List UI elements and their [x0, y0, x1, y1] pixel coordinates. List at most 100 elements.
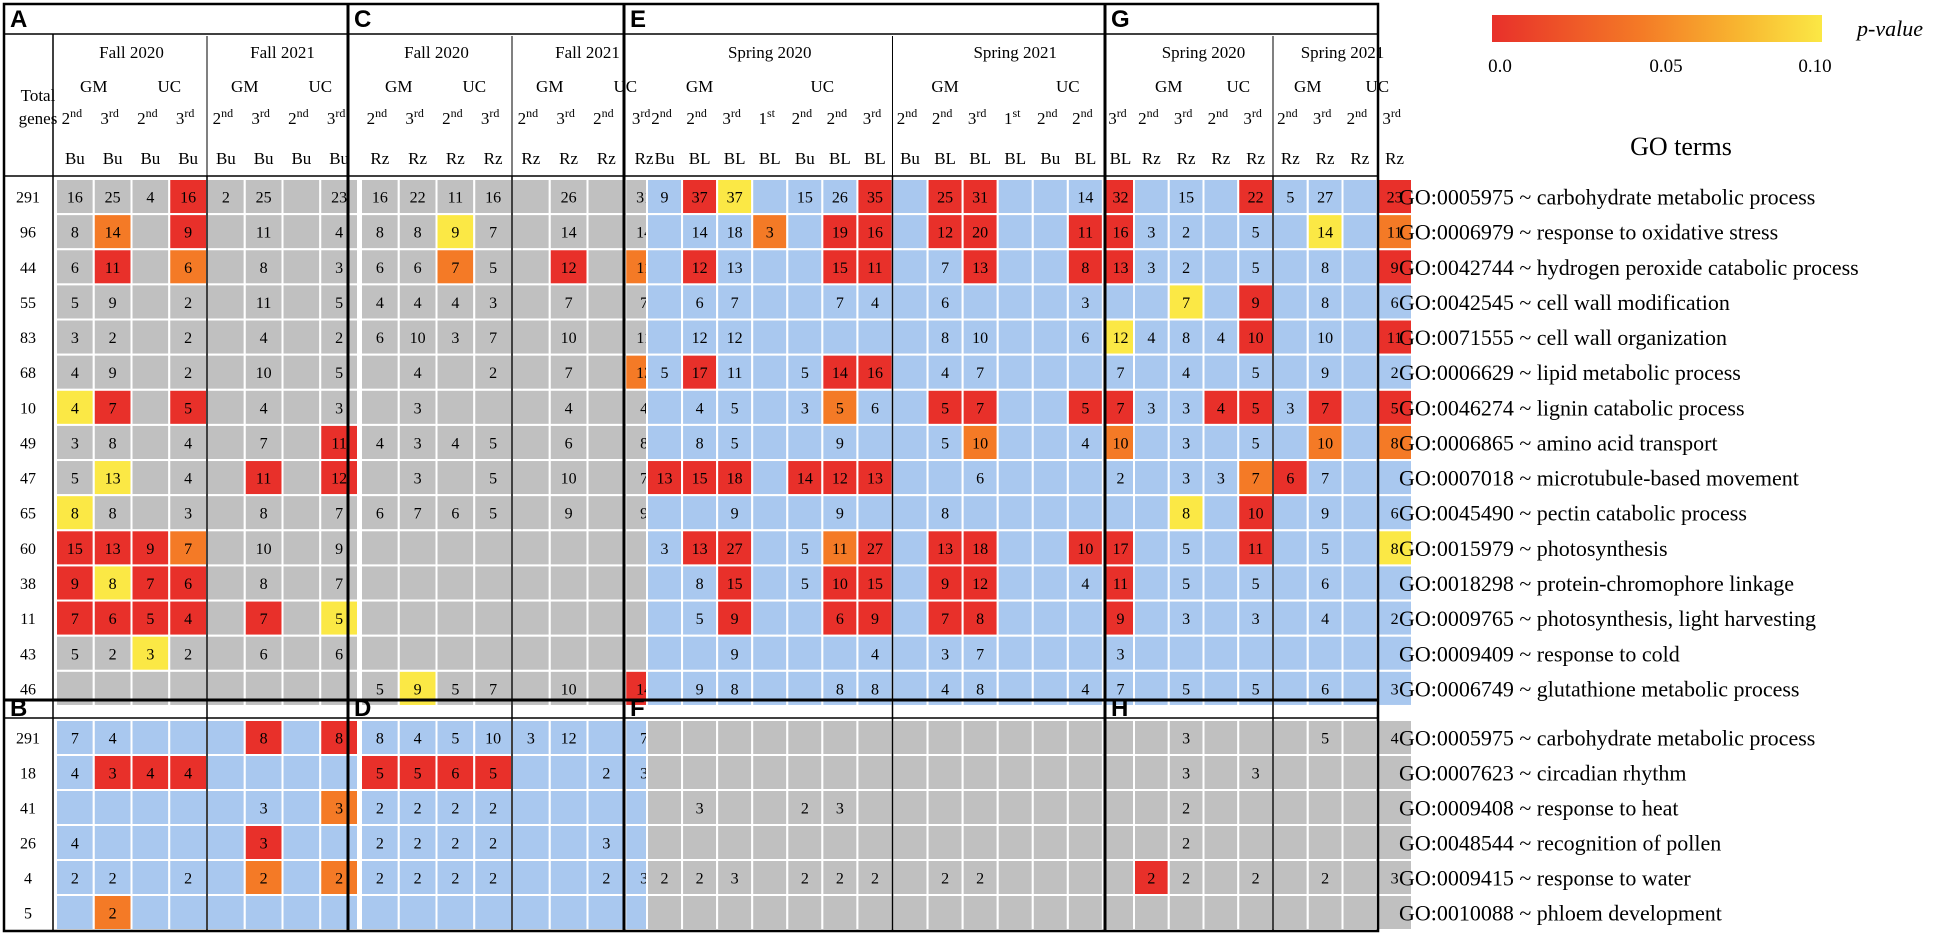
cell-C-8-2	[435, 459, 476, 497]
cell-A-10-2	[130, 529, 171, 567]
cell-E-8-10	[996, 459, 1034, 497]
cell-G-11-0	[1133, 564, 1170, 602]
header-stage-E-6: 3rd	[863, 106, 882, 128]
cell-E-2-7	[891, 248, 929, 286]
cell-E-6-4	[786, 388, 824, 426]
cell-value-C-14-5: 10	[561, 681, 577, 698]
cell-value-G-3-7: 6	[1391, 295, 1399, 312]
cell-value-F-4-9: 2	[976, 871, 984, 888]
total-genes-top-7: 49	[20, 435, 36, 452]
cell-H-1-4	[1272, 754, 1309, 791]
cell-G-10-1	[1167, 529, 1205, 567]
cell-H-0-0	[1133, 719, 1170, 756]
header-stage-E-13: 3rd	[1108, 106, 1127, 128]
cell-value-D-1-3: 5	[489, 766, 497, 783]
cell-value-G-8-2: 3	[1217, 471, 1225, 488]
header-site-E-2: GM	[931, 77, 958, 96]
cell-A-4-0	[55, 318, 95, 356]
header-stage-E-11: 2nd	[1037, 106, 1058, 128]
cell-value-G-6-0: 3	[1147, 400, 1155, 417]
cell-value-D-1-0: 5	[376, 766, 384, 783]
cell-G-8-7	[1376, 459, 1413, 497]
cell-value-E-13-6: 4	[871, 646, 879, 663]
cell-E-1-4	[786, 213, 824, 251]
cell-value-E-4-1: 12	[692, 330, 708, 347]
cell-G-11-5	[1306, 564, 1344, 602]
cell-E-5-13	[1101, 353, 1139, 391]
cell-value-E-7-8: 5	[941, 435, 949, 452]
cell-G-11-6	[1341, 564, 1379, 602]
cell-G-8-6	[1341, 459, 1379, 497]
cell-F-2-9	[961, 789, 999, 826]
color-scale-bar	[1492, 15, 1822, 42]
cell-value-E-4-2: 12	[727, 330, 743, 347]
cell-F-4-4	[786, 859, 824, 896]
cell-B-0-7	[319, 719, 359, 756]
cell-F-5-11	[1031, 894, 1069, 931]
cell-A-4-6	[281, 318, 322, 356]
cell-E-4-10	[996, 318, 1034, 356]
total-genes-top-0: 291	[16, 190, 40, 207]
cell-C-12-2	[435, 599, 476, 637]
cell-value-B-1-0: 4	[71, 766, 79, 783]
cell-value-A-10-1: 13	[105, 541, 121, 558]
cell-F-1-8	[926, 754, 964, 791]
cell-value-A-8-1: 13	[105, 471, 121, 488]
total-genes-top-11: 38	[20, 576, 36, 593]
cell-E-6-5	[821, 388, 859, 426]
cell-A-9-3	[168, 494, 208, 532]
cell-D-1-5	[548, 754, 589, 791]
cell-E-8-3	[751, 459, 789, 497]
cell-A-3-1	[92, 283, 133, 321]
cell-value-E-7-5: 9	[836, 435, 844, 452]
cell-value-G-10-1: 5	[1182, 541, 1190, 558]
cell-C-3-4	[511, 283, 551, 321]
cell-value-E-0-5: 26	[832, 190, 848, 207]
cell-B-3-3	[168, 824, 208, 861]
header-tissue-C-2: Rz	[446, 149, 465, 168]
cell-value-E-6-1: 4	[696, 400, 704, 417]
cell-E-10-9	[961, 529, 999, 567]
cell-E-0-12	[1066, 178, 1104, 216]
cell-value-H-0-7: 4	[1391, 731, 1399, 748]
cell-H-5-4	[1272, 894, 1309, 931]
header-tissue-E-9: BL	[969, 149, 991, 168]
cell-D-2-1	[397, 789, 438, 826]
header-site-A-0: GM	[80, 77, 107, 96]
cell-value-E-5-5: 14	[832, 365, 848, 382]
total-genes-bottom-2: 41	[20, 801, 36, 818]
cell-value-A-9-0: 8	[71, 506, 79, 523]
cell-value-G-8-3: 7	[1252, 471, 1260, 488]
header-season-A-0: Fall 2020	[99, 43, 164, 62]
cell-value-E-7-9: 10	[972, 435, 988, 452]
cell-G-3-6	[1341, 283, 1379, 321]
cell-value-G-12-1: 3	[1182, 611, 1190, 628]
cell-E-7-0	[646, 423, 684, 462]
cell-C-10-5	[548, 529, 589, 567]
cell-B-5-4	[206, 894, 246, 931]
total-genes-top-3: 55	[20, 295, 36, 312]
cell-value-A-0-1: 25	[105, 190, 121, 207]
cell-A-9-0	[55, 494, 95, 532]
cell-H-1-2	[1202, 754, 1240, 791]
cell-value-A-2-5: 8	[260, 260, 268, 277]
cell-value-E-3-8: 6	[941, 295, 949, 312]
cell-value-A-3-7: 5	[335, 295, 343, 312]
header-site-G-2: GM	[1294, 77, 1321, 96]
cell-F-3-10	[996, 824, 1034, 861]
cell-F-1-1	[681, 754, 719, 791]
cell-E-7-8	[926, 423, 964, 462]
cell-F-3-0	[646, 824, 684, 861]
cell-C-10-4	[511, 529, 551, 567]
cell-E-13-12	[1066, 634, 1104, 672]
cell-G-7-0	[1133, 423, 1170, 462]
cell-E-11-2	[716, 564, 754, 602]
cell-value-A-4-3: 2	[184, 330, 192, 347]
cell-value-C-9-7: 9	[640, 506, 648, 523]
cell-A-5-6	[281, 353, 322, 391]
header-tissue-C-1: Rz	[408, 149, 427, 168]
cell-F-4-0	[646, 859, 684, 896]
cell-E-4-13	[1101, 318, 1139, 356]
header-tissue-E-0: Bu	[655, 149, 675, 168]
header-tissue-E-5: BL	[829, 149, 851, 168]
